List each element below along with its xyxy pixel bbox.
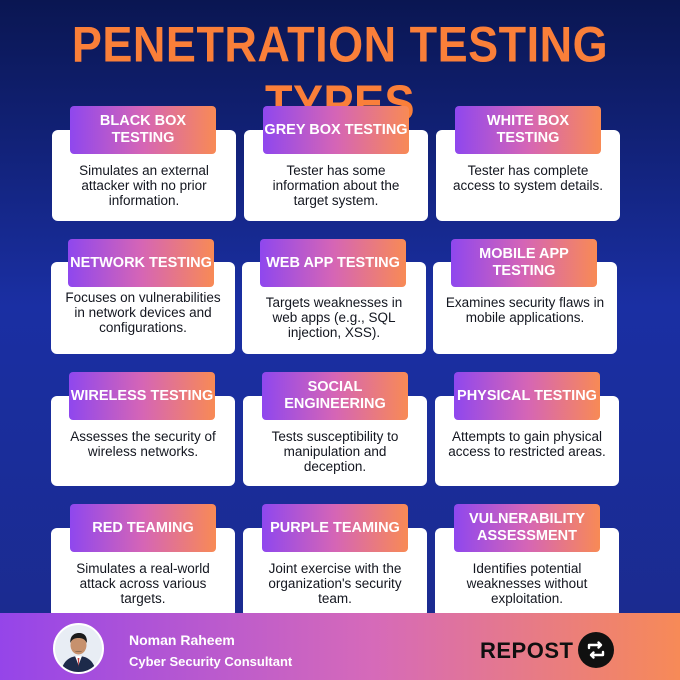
card-label: BLACK BOX TESTING bbox=[70, 106, 216, 154]
card-label: NETWORK TESTING bbox=[68, 239, 214, 287]
footer-bar bbox=[0, 613, 680, 680]
card-label: PURPLE TEAMING bbox=[262, 504, 408, 552]
card-description: Focuses on vulnerabilities in network de… bbox=[65, 290, 221, 335]
person-avatar-icon bbox=[55, 625, 102, 672]
page-title: PENETRATION TESTING TYPES bbox=[71, 15, 609, 132]
card-label: WIRELESS TESTING bbox=[69, 372, 215, 420]
card-label: WHITE BOX TESTING bbox=[455, 106, 601, 154]
card-description: Simulates an external attacker with no p… bbox=[79, 163, 209, 208]
author-role: Cyber Security Consultant bbox=[129, 654, 293, 669]
repost-button[interactable]: REPOST bbox=[480, 638, 574, 663]
card-description: Examines security flaws in mobile applic… bbox=[445, 295, 605, 325]
card-description: Targets weaknesses in web apps (e.g., SQ… bbox=[265, 295, 403, 340]
card-description: Tester has complete access to system det… bbox=[452, 163, 604, 193]
card-label: SOCIAL ENGINEERING bbox=[262, 372, 408, 420]
avatar[interactable] bbox=[53, 623, 104, 674]
card-label: VULNERABILITY ASSESSMENT bbox=[454, 504, 600, 552]
card-description: Tester has some information about the ta… bbox=[272, 163, 400, 208]
card-description: Joint exercise with the organization's s… bbox=[268, 561, 402, 606]
card-label: GREY BOX TESTING bbox=[263, 106, 409, 154]
card-label: WEB APP TESTING bbox=[260, 239, 406, 287]
card-description: Simulates a real-world attack across var… bbox=[76, 561, 210, 606]
repost-arrows-icon[interactable] bbox=[578, 632, 614, 668]
card-description: Attempts to gain physical access to rest… bbox=[448, 429, 606, 459]
card-label: RED TEAMING bbox=[70, 504, 216, 552]
card-description: Tests susceptibility to manipulation and… bbox=[271, 429, 399, 474]
card-label: MOBILE APP TESTING bbox=[451, 239, 597, 287]
card-description: Assesses the security of wireless networ… bbox=[70, 429, 216, 459]
card-label: PHYSICAL TESTING bbox=[454, 372, 600, 420]
author-name: Noman Raheem bbox=[129, 632, 235, 648]
card-description: Identifies potential weaknesses without … bbox=[466, 561, 588, 606]
